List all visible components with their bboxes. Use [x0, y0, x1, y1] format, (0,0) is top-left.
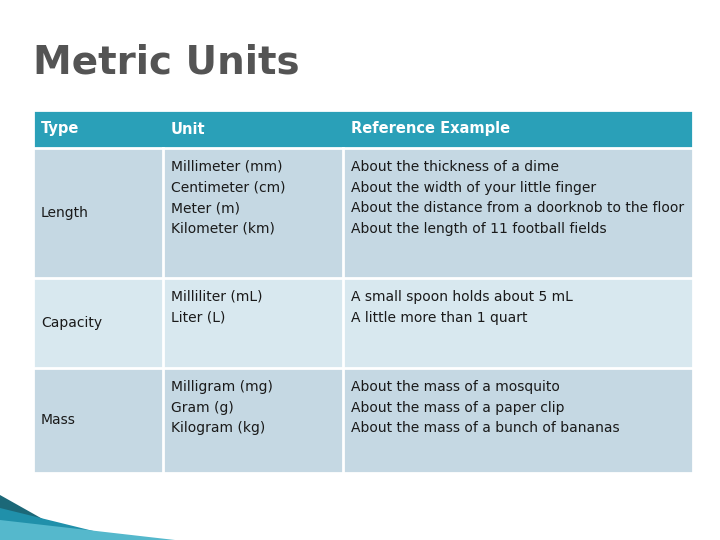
Text: Capacity: Capacity: [41, 316, 102, 330]
Text: About the mass of a mosquito
About the mass of a paper clip
About the mass of a : About the mass of a mosquito About the m…: [351, 380, 620, 435]
Text: About the thickness of a dime
About the width of your little finger
About the di: About the thickness of a dime About the …: [351, 160, 684, 236]
Bar: [33, 368, 693, 473]
Text: Type: Type: [41, 122, 79, 137]
Text: Mass: Mass: [41, 414, 76, 428]
Bar: [33, 148, 693, 278]
Polygon shape: [0, 495, 80, 540]
Bar: [33, 278, 693, 368]
Text: Length: Length: [41, 206, 89, 220]
Text: Millimeter (mm)
Centimeter (cm)
Meter (m)
Kilometer (km): Millimeter (mm) Centimeter (cm) Meter (m…: [171, 160, 286, 236]
Text: Unit: Unit: [171, 122, 206, 137]
Polygon shape: [0, 508, 130, 540]
Text: Milliliter (mL)
Liter (L): Milliliter (mL) Liter (L): [171, 290, 263, 325]
Text: Metric Units: Metric Units: [33, 43, 300, 81]
Bar: [33, 110, 693, 148]
Text: A small spoon holds about 5 mL
A little more than 1 quart: A small spoon holds about 5 mL A little …: [351, 290, 573, 325]
Text: Reference Example: Reference Example: [351, 122, 510, 137]
Polygon shape: [0, 520, 175, 540]
Text: Milligram (mg)
Gram (g)
Kilogram (kg): Milligram (mg) Gram (g) Kilogram (kg): [171, 380, 273, 435]
